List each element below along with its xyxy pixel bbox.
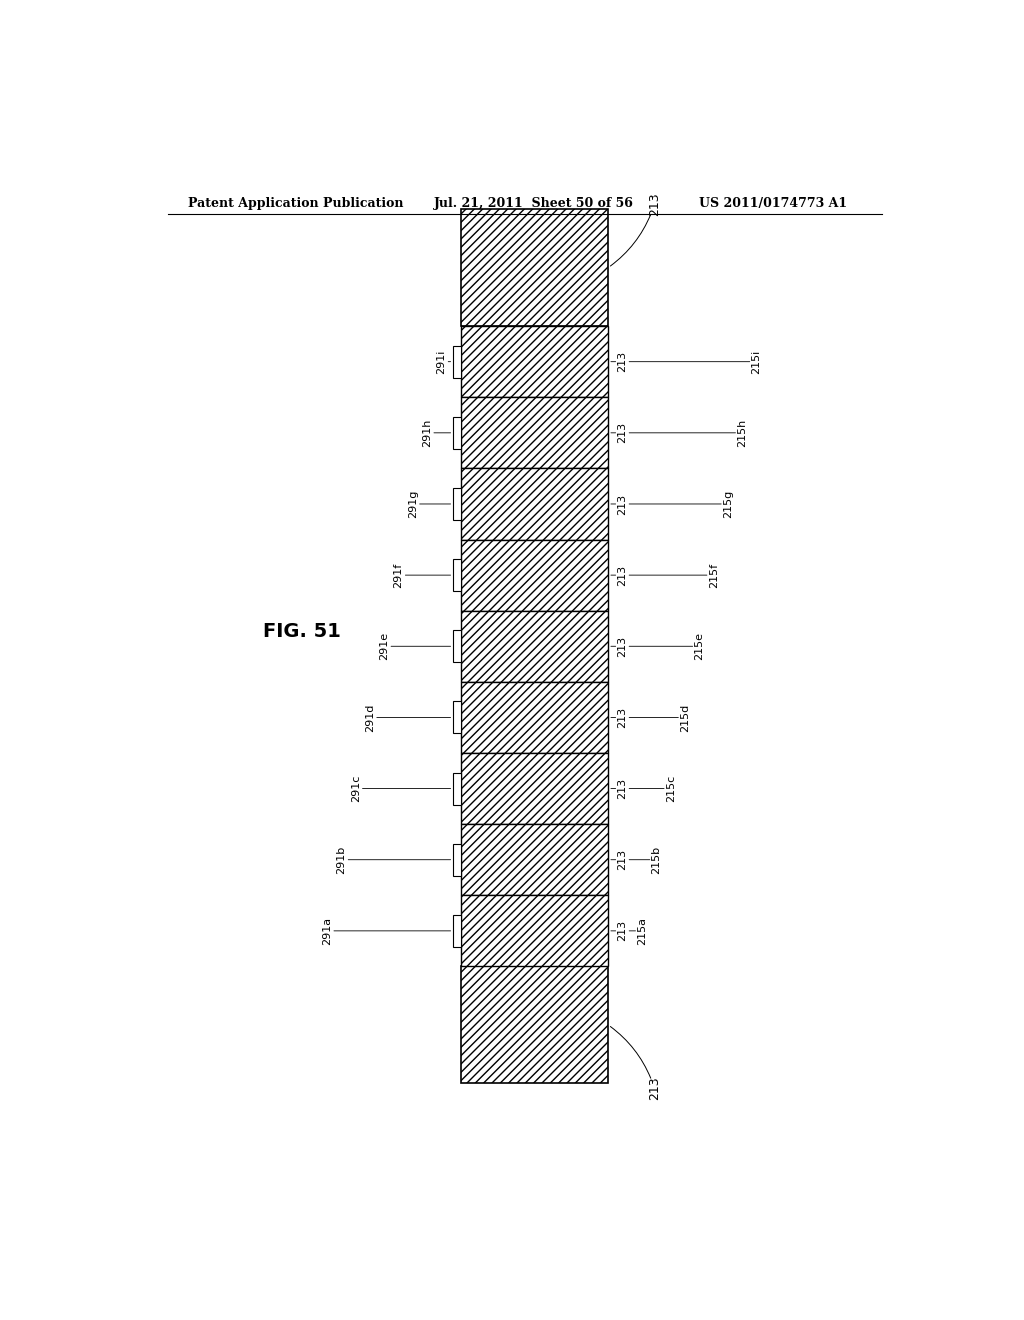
Text: 213: 213: [617, 849, 628, 870]
Bar: [454, 417, 461, 449]
Text: 291c: 291c: [351, 775, 360, 803]
Bar: [461, 895, 608, 966]
Text: 213: 213: [617, 777, 628, 799]
Bar: [461, 824, 608, 895]
Text: 213: 213: [617, 636, 628, 657]
Bar: [461, 210, 608, 326]
Text: 215c: 215c: [666, 775, 676, 803]
Text: Jul. 21, 2011  Sheet 50 of 56: Jul. 21, 2011 Sheet 50 of 56: [433, 197, 634, 210]
Text: 213: 213: [617, 494, 628, 515]
Text: 215f: 215f: [709, 562, 719, 587]
Text: 215e: 215e: [694, 632, 705, 660]
Text: 291b: 291b: [337, 846, 346, 874]
Bar: [461, 611, 608, 682]
Text: FIG. 51: FIG. 51: [263, 622, 341, 640]
Text: 291g: 291g: [408, 490, 418, 519]
Bar: [461, 966, 608, 1084]
Bar: [454, 701, 461, 734]
Text: 291e: 291e: [379, 632, 389, 660]
Text: 213: 213: [647, 193, 660, 216]
Text: 215b: 215b: [651, 846, 662, 874]
Text: US 2011/0174773 A1: US 2011/0174773 A1: [699, 197, 848, 210]
Text: 213: 213: [617, 422, 628, 444]
Text: 291d: 291d: [365, 704, 375, 731]
Bar: [454, 630, 461, 663]
Text: 215i: 215i: [752, 350, 762, 374]
Bar: [461, 752, 608, 824]
Bar: [454, 346, 461, 378]
Bar: [454, 488, 461, 520]
Text: 215a: 215a: [637, 917, 647, 945]
Text: 291a: 291a: [323, 917, 332, 945]
Text: 215h: 215h: [737, 418, 748, 447]
Text: 213: 213: [617, 920, 628, 941]
Text: 291h: 291h: [422, 418, 432, 447]
Bar: [461, 682, 608, 752]
Bar: [454, 843, 461, 875]
Bar: [454, 772, 461, 805]
Text: 215g: 215g: [723, 490, 733, 519]
Text: 213: 213: [617, 351, 628, 372]
Text: Patent Application Publication: Patent Application Publication: [187, 197, 403, 210]
Text: 213: 213: [617, 706, 628, 729]
Bar: [461, 326, 608, 397]
Bar: [461, 397, 608, 469]
Text: 291f: 291f: [393, 562, 403, 587]
Text: 215d: 215d: [680, 704, 690, 731]
Bar: [454, 560, 461, 591]
Bar: [454, 915, 461, 946]
Bar: [461, 540, 608, 611]
Text: 291i: 291i: [436, 350, 446, 374]
Text: 213: 213: [647, 1076, 660, 1100]
Text: 213: 213: [617, 565, 628, 586]
Bar: [461, 469, 608, 540]
